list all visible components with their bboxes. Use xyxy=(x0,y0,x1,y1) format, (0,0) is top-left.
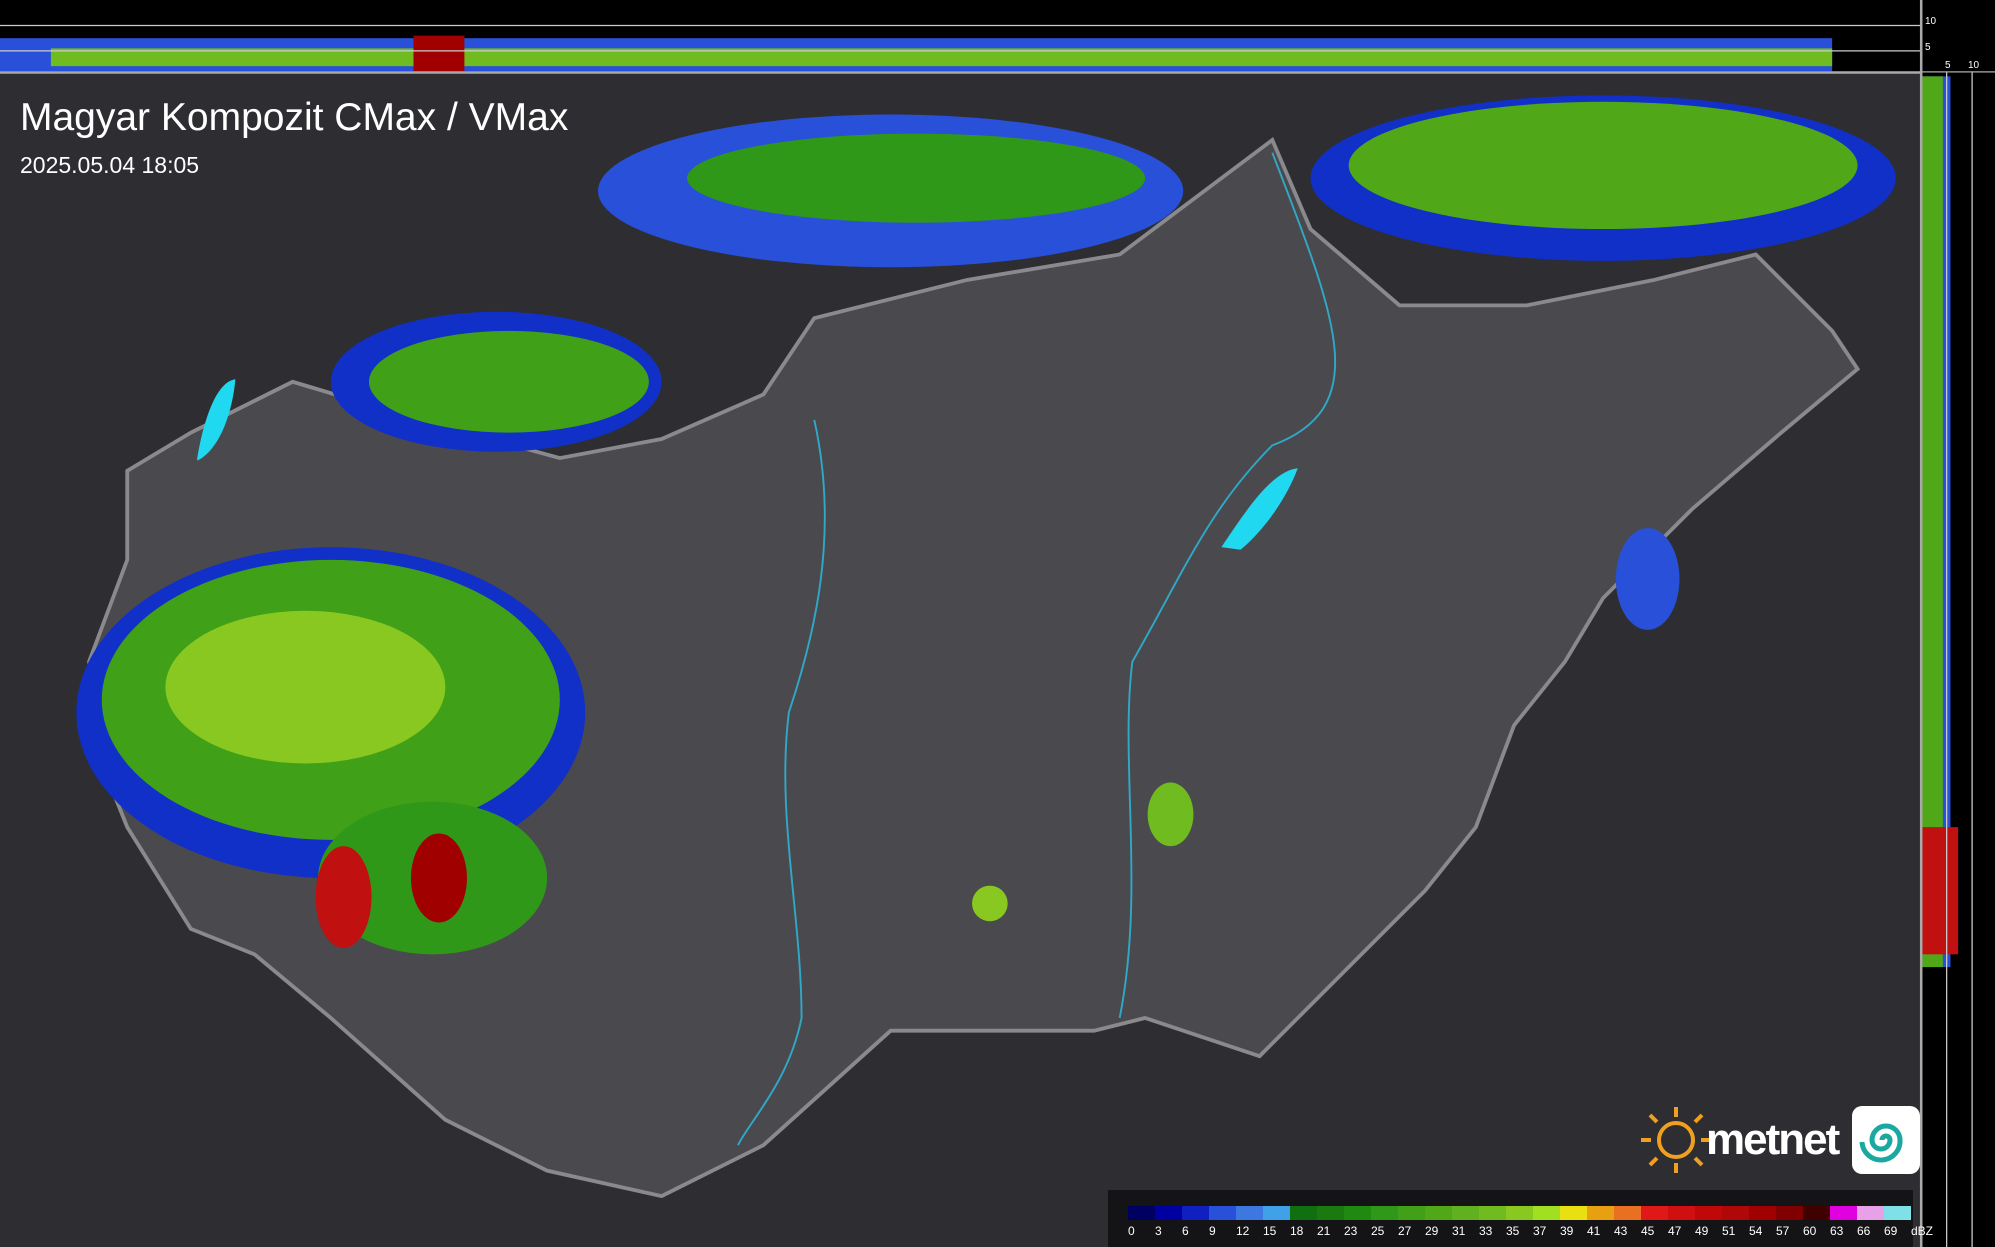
legend-label: 66 xyxy=(1857,1224,1871,1238)
legend-label: 63 xyxy=(1830,1224,1844,1238)
legend-label: 35 xyxy=(1506,1224,1520,1238)
legend-label: 33 xyxy=(1479,1224,1493,1238)
legend-swatch xyxy=(1209,1206,1236,1220)
legend-label: 3 xyxy=(1155,1224,1162,1238)
legend-label: 31 xyxy=(1452,1224,1466,1238)
legend-swatch xyxy=(1587,1206,1614,1220)
legend-label: 27 xyxy=(1398,1224,1412,1238)
legend-label: 23 xyxy=(1344,1224,1358,1238)
profile-tick: 5 xyxy=(1945,60,1951,71)
brand-name: metnet xyxy=(1706,1115,1840,1164)
legend-swatch xyxy=(1479,1206,1506,1220)
legend-label: 49 xyxy=(1695,1224,1709,1238)
app-badge xyxy=(1852,1106,1921,1174)
legend-label: 41 xyxy=(1587,1224,1601,1238)
legend-swatch xyxy=(1425,1206,1452,1220)
legend-label: 51 xyxy=(1722,1224,1736,1238)
map-title: Magyar Kompozit CMax / VMax xyxy=(20,96,569,139)
legend-swatch xyxy=(1398,1206,1425,1220)
legend-label: 43 xyxy=(1614,1224,1628,1238)
legend-swatch xyxy=(1803,1206,1830,1220)
legend-swatch xyxy=(1506,1206,1533,1220)
legend-swatch xyxy=(1641,1206,1668,1220)
legend-label: 12 xyxy=(1236,1224,1250,1238)
legend-label: 39 xyxy=(1560,1224,1574,1238)
legend-label: 6 xyxy=(1182,1224,1189,1238)
spiral-icon xyxy=(1859,1123,1903,1163)
legend-swatch xyxy=(1614,1206,1641,1220)
legend-swatch xyxy=(1344,1206,1371,1220)
metnet-logo: metnet xyxy=(1636,1105,1921,1175)
legend-swatch xyxy=(1749,1206,1776,1220)
legend-label: 57 xyxy=(1776,1224,1790,1238)
legend-unit: dBZ xyxy=(1911,1224,1934,1238)
legend-swatch xyxy=(1182,1206,1209,1220)
rivers xyxy=(737,152,1337,1146)
legend-swatch xyxy=(1722,1206,1749,1220)
legend-swatch xyxy=(1884,1206,1911,1220)
legend-label: 0 xyxy=(1128,1224,1135,1238)
legend-label: 15 xyxy=(1263,1224,1277,1238)
legend-swatch xyxy=(1317,1206,1344,1220)
legend-swatch xyxy=(1830,1206,1857,1220)
legend-swatch xyxy=(1533,1206,1560,1220)
legend-label: 29 xyxy=(1425,1224,1439,1238)
legend-swatch xyxy=(1452,1206,1479,1220)
profile-tick: 10 xyxy=(1925,16,1937,27)
legend-swatch xyxy=(1776,1206,1803,1220)
legend-swatch xyxy=(1263,1206,1290,1220)
legend-label: 54 xyxy=(1749,1224,1763,1238)
legend-label: 21 xyxy=(1317,1224,1331,1238)
profile-tick: 5 xyxy=(1925,42,1931,53)
legend-swatch xyxy=(1128,1206,1155,1220)
sun-icon xyxy=(1641,1107,1711,1173)
legend-swatch xyxy=(1695,1206,1722,1220)
legend-swatch xyxy=(1236,1206,1263,1220)
lake-balaton xyxy=(1221,468,1298,550)
legend-label: 37 xyxy=(1533,1224,1547,1238)
legend-label: 60 xyxy=(1803,1224,1817,1238)
legend-label: 47 xyxy=(1668,1224,1682,1238)
timestamp: 2025.05.04 18:05 xyxy=(20,152,200,178)
hungary-outline xyxy=(87,136,1861,1199)
legend-label: 25 xyxy=(1371,1224,1385,1238)
lake-neusiedl xyxy=(197,379,236,461)
legend-label: 9 xyxy=(1209,1224,1216,1238)
legend-swatch xyxy=(1668,1206,1695,1220)
legend-label: 69 xyxy=(1884,1224,1898,1238)
profile-tick: 10 xyxy=(1968,60,1980,71)
legend-swatch xyxy=(1155,1206,1182,1220)
legend-label: 18 xyxy=(1290,1224,1304,1238)
legend-swatch xyxy=(1560,1206,1587,1220)
radar-echoes xyxy=(76,95,1896,955)
dbz-legend: 0 3 6 9 12 15 18 21 23 25 27 29 31 33 35 37 39 41 43 45 47 49… xyxy=(1108,1190,1933,1247)
legend-swatch xyxy=(1857,1206,1884,1220)
legend-swatch xyxy=(1290,1206,1317,1220)
legend-swatch xyxy=(1371,1206,1398,1220)
legend-label: 45 xyxy=(1641,1224,1655,1238)
